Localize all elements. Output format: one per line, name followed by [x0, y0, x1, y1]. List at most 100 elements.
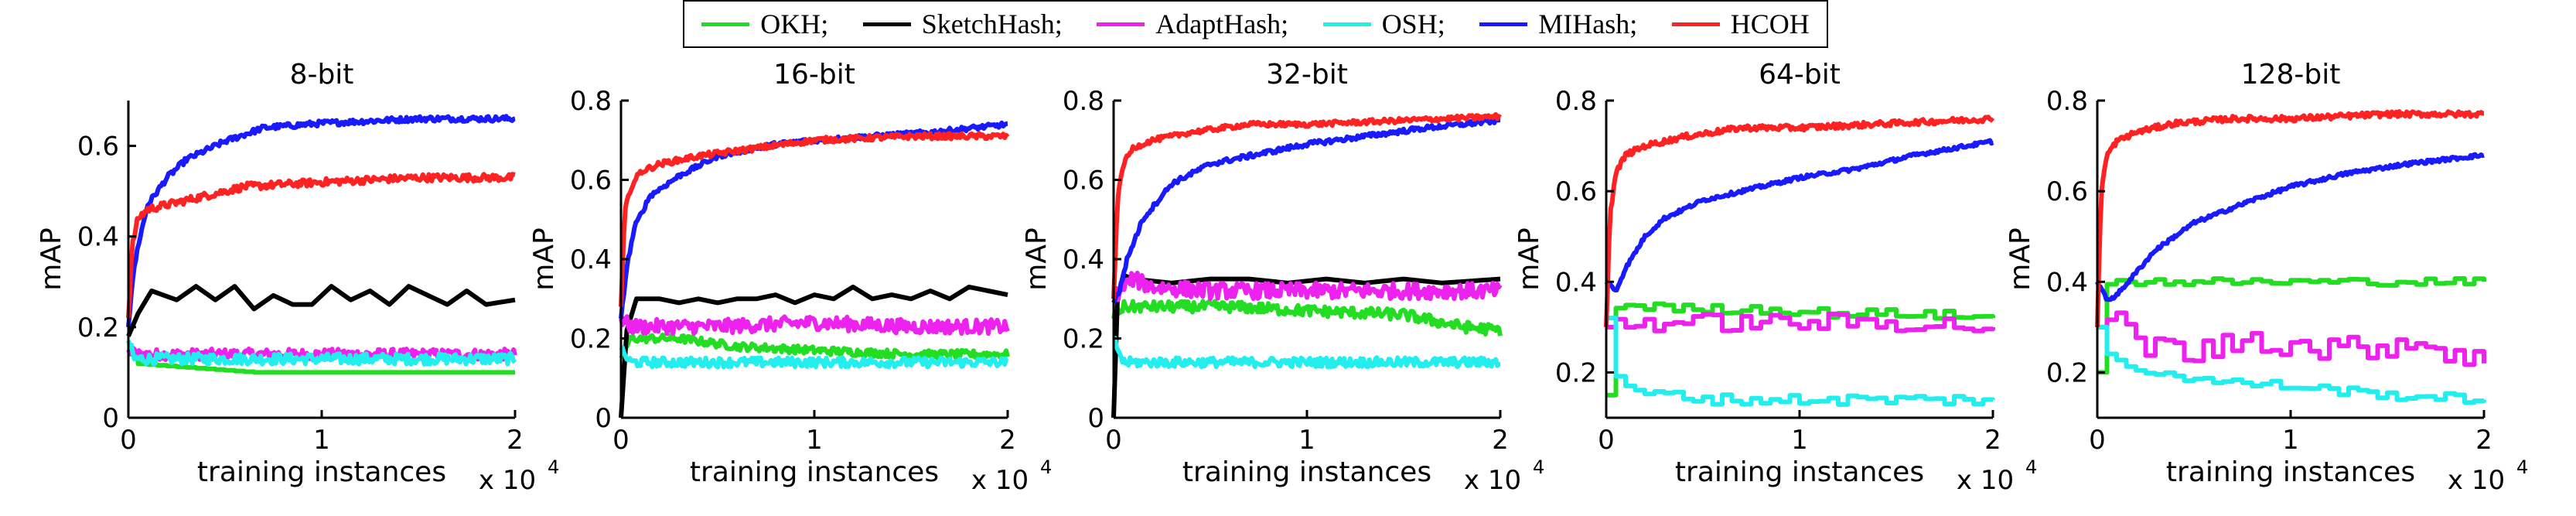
series-line-osh: [126, 340, 517, 367]
series-line-hcoh: [1604, 114, 1995, 328]
y-tick-label: 0.4: [77, 222, 119, 253]
series-line-adapthash: [619, 314, 1010, 337]
series-line-osh: [1606, 316, 1995, 407]
x-multiplier: x 10: [971, 465, 1029, 496]
x-multiplier: x 10: [1464, 465, 1521, 496]
x-multiplier-exponent: 4: [548, 456, 559, 478]
series-line-okh: [1111, 299, 1503, 337]
legend-item: OKH;: [701, 8, 828, 40]
legend-swatch: [1479, 22, 1528, 26]
legend-item: SketchHash;: [862, 8, 1063, 40]
x-multiplier-exponent: 4: [1040, 456, 1052, 478]
x-tick-label: 2: [1492, 425, 1509, 456]
legend-swatch: [862, 22, 911, 26]
x-tick-label: 0: [1598, 425, 1615, 456]
legend-swatch: [1322, 22, 1371, 26]
legend-item: OSH;: [1322, 8, 1445, 40]
chart-panel: 128-bit 0 1 2 0.2 0.4 0.6 0.8 mAP training instan…: [2005, 59, 2528, 496]
legend-item: AdaptHash;: [1097, 8, 1288, 40]
x-multiplier: x 10: [1957, 465, 2014, 496]
series-line-osh: [1112, 336, 1502, 370]
series-line-hcoh: [126, 172, 517, 319]
y-tick-label: 0.8: [570, 86, 612, 117]
legend-label: SketchHash;: [921, 9, 1063, 39]
legend-swatch: [701, 22, 750, 26]
y-axis-label: mAP: [36, 227, 67, 290]
series-line-hcoh: [619, 131, 1010, 307]
y-tick-label: 0.6: [2046, 176, 2088, 207]
series-line-sketchhash: [619, 284, 1008, 419]
x-multiplier-exponent: 4: [1533, 456, 1544, 478]
chart-title: 16-bit: [773, 59, 855, 91]
y-tick-label: 0.4: [570, 244, 612, 275]
series-line-adapthash: [1111, 270, 1503, 302]
chart-panel: 64-bit 0 1 2 0.2 0.4 0.6 0.8 mAP training instanc…: [1513, 59, 2037, 496]
y-tick-label: 0.8: [1555, 86, 1597, 117]
x-tick-label: 2: [2475, 425, 2492, 456]
y-axis-label: mAP: [528, 227, 560, 290]
y-tick-label: 0.2: [2046, 357, 2088, 388]
x-multiplier-exponent: 4: [2516, 456, 2528, 478]
series-line-hcoh: [2095, 109, 2486, 327]
y-tick-label: 0: [595, 403, 612, 434]
series-line-mihash: [1111, 116, 1502, 304]
chart-title: 8-bit: [290, 59, 354, 91]
legend: OKH; SketchHash; AdaptHash; OSH; MIHash; HCOH: [683, 0, 1828, 48]
legend-label: OKH;: [760, 9, 829, 39]
legend-swatch: [1097, 22, 1145, 26]
x-tick-label: 1: [2282, 425, 2299, 456]
chart-panel: 16-bit 0 1 2 0 0.2 0.4 0.6 0.8 mAP training instan…: [528, 59, 1052, 496]
y-tick-label: 0.2: [77, 313, 119, 343]
y-axis-label: mAP: [2005, 227, 2036, 290]
y-tick-label: 0: [102, 403, 119, 434]
y-tick-label: 0.2: [1555, 357, 1597, 388]
y-axis-label: mAP: [1021, 227, 1053, 290]
x-multiplier: x 10: [479, 465, 536, 496]
x-tick-label: 1: [313, 425, 330, 456]
chart-title: 128-bit: [2241, 59, 2341, 91]
series-line-mihash: [126, 114, 517, 328]
x-tick-label: 0: [1105, 425, 1122, 456]
y-tick-label: 0.8: [2046, 86, 2088, 117]
x-tick-label: 0: [120, 425, 137, 456]
chart-title: 32-bit: [1266, 59, 1348, 91]
x-multiplier: x 10: [2448, 465, 2505, 496]
series-line-okh: [1606, 301, 1995, 398]
legend-item: MIHash;: [1479, 8, 1637, 40]
legend-item: HCOH: [1671, 8, 1810, 40]
y-tick-label: 0.8: [1063, 86, 1104, 117]
x-tick-label: 2: [999, 425, 1016, 456]
x-tick-label: 0: [612, 425, 629, 456]
series-line-hcoh: [1111, 112, 1502, 299]
series-line-adapthash: [1606, 311, 1995, 333]
x-axis-label: training instances: [1675, 456, 1924, 488]
series-line-mihash: [2095, 152, 2486, 302]
y-tick-label: 0.4: [1063, 244, 1104, 275]
series-line-sketchhash: [126, 284, 516, 337]
y-tick-label: 0.4: [1555, 267, 1597, 298]
series-line-adapthash: [2097, 310, 2486, 367]
x-tick-label: 1: [1298, 425, 1315, 456]
x-tick-label: 1: [806, 425, 823, 456]
y-tick-label: 0: [1087, 403, 1104, 434]
x-axis-label: training instances: [690, 456, 939, 488]
x-axis-label: training instances: [1182, 456, 1431, 488]
x-tick-label: 2: [507, 425, 524, 456]
chart-panel: 8-bit 0 1 2 0 0.2 0.4 0.6 mAP training instances x…: [36, 59, 559, 496]
y-tick-label: 0.6: [77, 132, 119, 162]
x-axis-label: training instances: [2166, 456, 2415, 488]
x-tick-label: 0: [2089, 425, 2106, 456]
legend-label: OSH;: [1381, 9, 1445, 39]
series-line-mihash: [1604, 138, 1994, 292]
series-line-okh: [2097, 276, 2486, 375]
x-axis-label: training instances: [197, 456, 446, 488]
legend-swatch: [1671, 22, 1720, 26]
chart-title: 64-bit: [1759, 59, 1841, 91]
x-tick-label: 1: [1791, 425, 1808, 456]
x-multiplier-exponent: 4: [2025, 456, 2037, 478]
x-tick-label: 2: [1984, 425, 2001, 456]
y-tick-label: 0.2: [570, 324, 612, 355]
chart-panel: 32-bit 0 1 2 0 0.2 0.4 0.6 0.8 mAP training instan…: [1021, 59, 1544, 496]
series-line-mihash: [619, 120, 1009, 320]
